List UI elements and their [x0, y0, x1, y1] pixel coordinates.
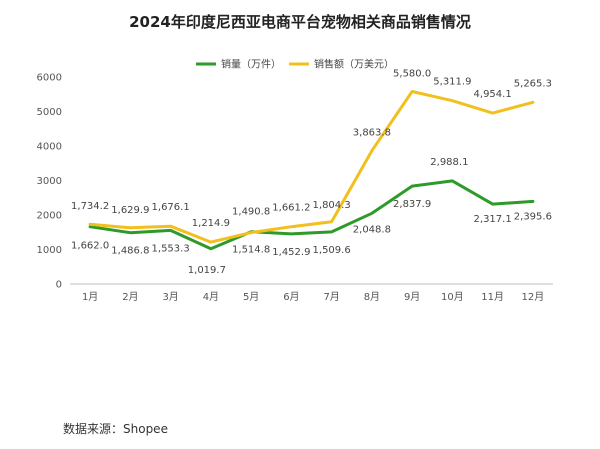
y-tick-label: 3000 [37, 176, 62, 187]
chart-title: 2024年印度尼西亚电商平台宠物相关商品销售情况 [129, 13, 471, 31]
y-axis: 0 1000 2000 3000 4000 5000 6000 [37, 73, 62, 291]
y-tick-label: 6000 [37, 73, 62, 84]
data-label-sales-amount: 1,629.9 [111, 205, 149, 216]
data-label-sales-volume: 1,486.8 [111, 246, 149, 257]
x-tick-label: 4月 [203, 291, 219, 303]
data-label-sales-volume: 1,019.7 [188, 265, 226, 276]
data-label-sales-amount: 1,804.3 [313, 200, 351, 211]
data-label-sales-amount: 1,661.2 [272, 203, 310, 214]
x-tick-label: 3月 [162, 291, 178, 303]
data-label-sales-volume: 1,662.0 [71, 241, 109, 252]
data-label-sales-amount: 5,311.9 [433, 77, 471, 88]
x-tick-label: 5月 [243, 291, 259, 303]
y-tick-label: 1000 [37, 245, 62, 256]
x-tick-label: 8月 [364, 291, 380, 303]
y-tick-label: 2000 [37, 211, 62, 222]
data-label-sales-volume: 2,395.6 [514, 211, 552, 222]
data-label-sales-amount: 4,954.1 [474, 89, 512, 100]
legend-label: 销售额（万美元） [314, 58, 394, 71]
data-labels: 1,662.0 1,486.8 1,553.3 1,019.7 1,514.8 1,452… [71, 68, 552, 275]
data-label-sales-volume: 2,988.1 [430, 157, 468, 168]
data-label-sales-volume: 1,553.3 [152, 243, 190, 254]
x-tick-label: 11月 [481, 291, 504, 303]
data-label-sales-amount: 5,580.0 [393, 68, 431, 79]
data-label-sales-amount: 3,863.8 [353, 128, 391, 139]
series-lines [88, 90, 535, 251]
data-label-sales-volume: 1,452.9 [272, 247, 310, 258]
x-tick-label: 6月 [283, 291, 299, 303]
legend: 销量（万件） 销售额（万美元） [196, 58, 394, 71]
data-label-sales-amount: 1,490.8 [232, 207, 270, 218]
data-label-sales-amount: 5,265.3 [514, 78, 552, 89]
x-axis: 1月 2月 3月 4月 5月 6月 7月 8月 9月 10月 11月 12月 [70, 283, 553, 303]
legend-label: 销量（万件） [221, 58, 281, 71]
data-label-sales-volume: 2,317.1 [474, 214, 512, 225]
data-label-sales-volume: 1,509.6 [313, 245, 351, 256]
data-label-sales-amount: 1,214.9 [192, 218, 230, 229]
data-label-sales-amount: 1,676.1 [152, 202, 190, 213]
data-label-sales-volume: 2,048.8 [353, 224, 391, 235]
x-tick-label: 10月 [441, 291, 464, 303]
data-label-sales-volume: 2,837.9 [393, 199, 431, 210]
y-tick-label: 5000 [37, 107, 62, 118]
series-line-sales-amount [88, 90, 535, 244]
data-label-sales-volume: 1,514.8 [232, 245, 270, 256]
series-line-sales-volume [88, 179, 535, 251]
x-tick-label: 7月 [323, 291, 339, 303]
x-tick-label: 1月 [82, 291, 98, 303]
x-tick-label: 12月 [522, 291, 545, 303]
data-label-sales-amount: 1,734.2 [71, 201, 109, 212]
x-tick-label: 9月 [404, 291, 420, 303]
x-tick-label: 2月 [122, 291, 138, 303]
source-note: 数据来源：Shopee [63, 422, 168, 436]
y-tick-label: 0 [56, 280, 62, 291]
y-tick-label: 4000 [37, 142, 62, 153]
